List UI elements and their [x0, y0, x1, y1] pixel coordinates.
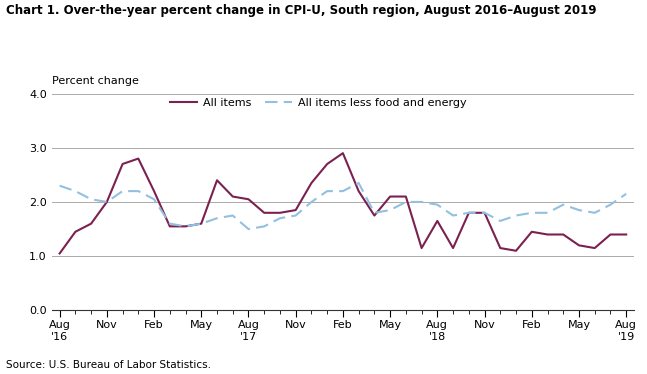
All items less food and energy	[245, 227, 252, 231]
All items less food and energy	[56, 184, 63, 188]
All items	[135, 156, 142, 161]
All items less food and energy	[307, 200, 315, 204]
All items	[591, 246, 598, 250]
All items less food and energy	[103, 200, 111, 204]
All items	[150, 189, 158, 193]
All items	[324, 162, 331, 166]
All items	[512, 248, 520, 253]
All items	[87, 221, 95, 226]
All items	[528, 230, 536, 234]
All items less food and energy	[560, 202, 567, 207]
All items less food and energy	[371, 211, 378, 215]
All items	[339, 151, 347, 156]
All items	[260, 211, 268, 215]
All items	[245, 197, 252, 202]
All items	[103, 200, 111, 204]
All items	[118, 162, 126, 166]
All items less food and energy	[292, 213, 300, 218]
All items	[465, 211, 473, 215]
All items	[449, 246, 457, 250]
All items less food and energy	[260, 224, 268, 229]
All items	[386, 194, 394, 199]
All items less food and energy	[465, 211, 473, 215]
All items	[543, 232, 551, 237]
All items	[607, 232, 615, 237]
All items	[575, 243, 583, 248]
All items	[622, 232, 630, 237]
All items less food and energy	[528, 211, 536, 215]
All items	[433, 219, 441, 223]
All items	[292, 208, 300, 212]
All items less food and energy	[449, 213, 457, 218]
All items less food and energy	[197, 221, 205, 226]
All items	[71, 230, 79, 234]
All items less food and energy	[481, 211, 488, 215]
All items less food and energy	[87, 197, 95, 202]
All items less food and energy	[71, 189, 79, 193]
All items less food and energy	[229, 213, 237, 218]
All items less food and energy	[512, 213, 520, 218]
All items less food and energy	[135, 189, 142, 193]
All items less food and energy	[496, 219, 504, 223]
All items less food and energy	[118, 189, 126, 193]
All items	[307, 181, 315, 185]
Text: Chart 1. Over-the-year percent change in CPI-U, South region, August 2016–August: Chart 1. Over-the-year percent change in…	[6, 4, 597, 17]
All items less food and energy	[339, 189, 347, 193]
All items	[213, 178, 221, 183]
All items less food and energy	[607, 202, 615, 207]
All items less food and energy	[433, 202, 441, 207]
All items less food and energy	[575, 208, 583, 212]
All items less food and energy	[402, 200, 410, 204]
All items	[418, 246, 426, 250]
All items less food and energy	[150, 197, 158, 202]
Line: All items: All items	[60, 153, 626, 254]
All items less food and energy	[276, 216, 284, 221]
All items	[402, 194, 410, 199]
All items less food and energy	[213, 216, 221, 221]
All items	[355, 189, 362, 193]
All items less food and energy	[591, 211, 598, 215]
All items less food and energy	[622, 191, 630, 196]
Text: Percent change: Percent change	[52, 76, 138, 86]
All items	[276, 211, 284, 215]
All items	[371, 213, 378, 218]
All items less food and energy	[182, 224, 190, 229]
All items less food and energy	[355, 181, 362, 185]
All items less food and energy	[324, 189, 331, 193]
All items	[560, 232, 567, 237]
All items less food and energy	[166, 221, 173, 226]
All items	[229, 194, 237, 199]
All items	[56, 251, 63, 256]
All items less food and energy	[386, 208, 394, 212]
All items	[481, 211, 488, 215]
Line: All items less food and energy: All items less food and energy	[60, 183, 626, 229]
All items	[197, 221, 205, 226]
All items	[182, 224, 190, 229]
All items	[496, 246, 504, 250]
All items less food and energy	[543, 211, 551, 215]
All items less food and energy	[418, 200, 426, 204]
Text: Source: U.S. Bureau of Labor Statistics.: Source: U.S. Bureau of Labor Statistics.	[6, 360, 212, 370]
All items	[166, 224, 173, 229]
Legend: All items, All items less food and energy: All items, All items less food and energ…	[165, 94, 471, 113]
